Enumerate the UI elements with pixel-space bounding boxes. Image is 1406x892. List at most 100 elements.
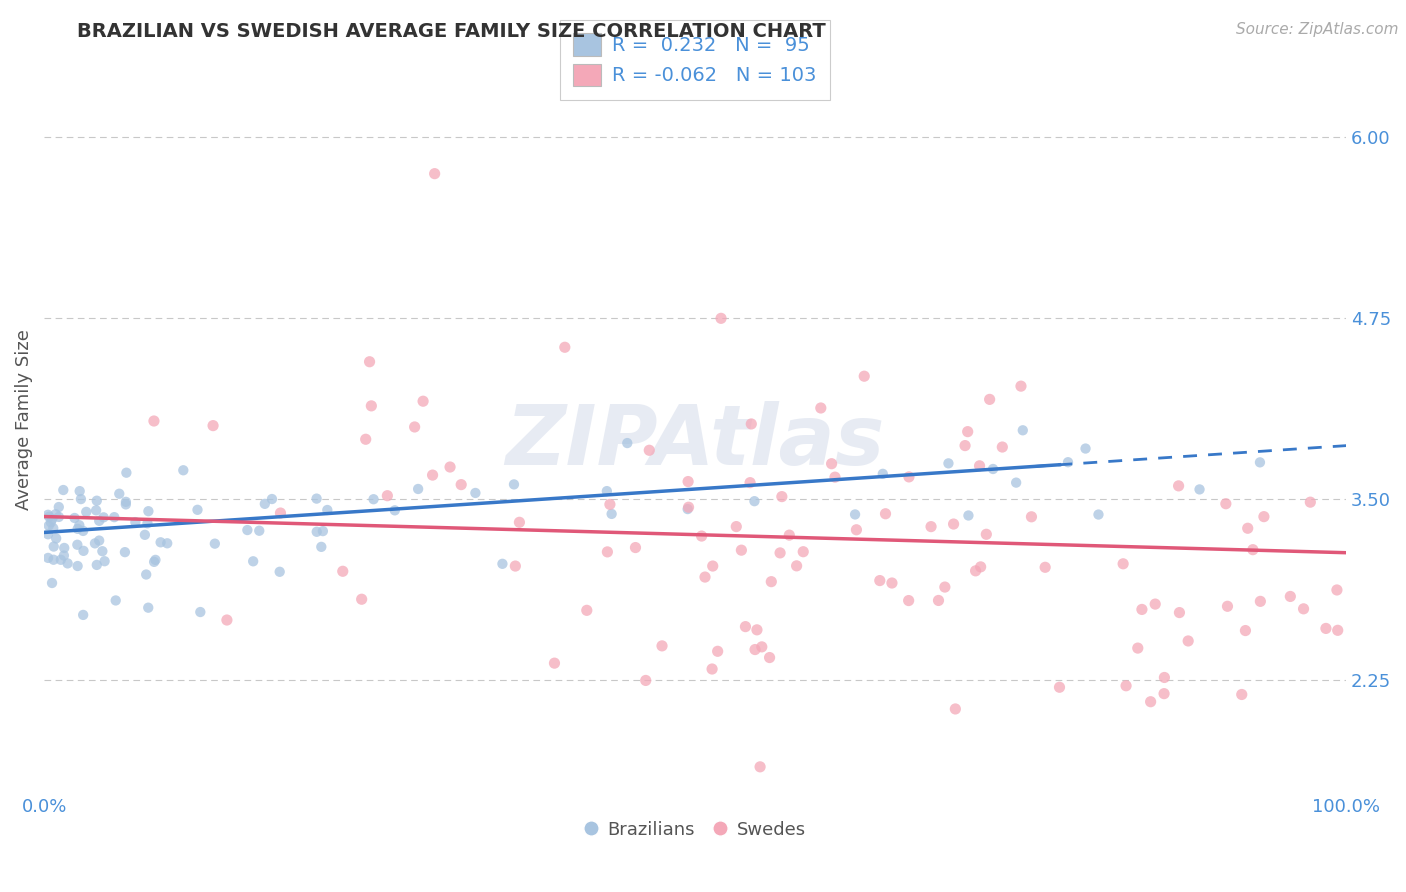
Point	[596, 484, 619, 499]
Point	[1188, 483, 1211, 497]
Point	[406, 482, 429, 496]
Point	[934, 580, 956, 594]
Point	[651, 639, 673, 653]
Point	[72, 607, 94, 622]
Point	[41, 512, 63, 526]
Point	[350, 592, 373, 607]
Point	[422, 468, 444, 483]
Point	[769, 546, 792, 560]
Point	[1279, 590, 1302, 604]
Y-axis label: Average Family Size: Average Family Size	[15, 329, 32, 510]
Point	[853, 369, 876, 384]
Point	[108, 487, 131, 501]
Point	[778, 528, 800, 542]
Point	[1139, 695, 1161, 709]
Point	[103, 510, 125, 524]
Point	[1230, 688, 1253, 702]
Point	[135, 567, 157, 582]
Point	[740, 417, 762, 431]
Point	[439, 460, 461, 475]
Point	[897, 470, 920, 484]
Point	[1049, 680, 1071, 694]
Point	[1112, 557, 1135, 571]
Point	[305, 491, 328, 506]
Point	[156, 536, 179, 550]
Point	[1326, 582, 1348, 597]
Point	[66, 522, 89, 536]
Point	[114, 545, 136, 559]
Point	[491, 557, 513, 571]
Point	[136, 516, 159, 531]
Point	[1153, 670, 1175, 684]
Point	[37, 508, 59, 522]
Point	[45, 532, 67, 546]
Point	[820, 457, 842, 471]
Point	[1057, 455, 1080, 469]
Point	[710, 311, 733, 326]
Point	[1011, 423, 1033, 437]
Point	[1234, 624, 1257, 638]
Point	[236, 523, 259, 537]
Point	[676, 502, 699, 516]
Point	[269, 565, 291, 579]
Point	[93, 554, 115, 568]
Point	[1005, 475, 1028, 490]
Point	[360, 399, 382, 413]
Point	[957, 508, 980, 523]
Point	[1021, 509, 1043, 524]
Point	[875, 507, 897, 521]
Point	[89, 514, 111, 528]
Point	[1249, 455, 1271, 469]
Legend: Brazilians, Swedes: Brazilians, Swedes	[576, 814, 813, 846]
Point	[450, 477, 472, 491]
Point	[505, 559, 527, 574]
Point	[404, 420, 426, 434]
Point	[37, 550, 59, 565]
Point	[792, 545, 814, 559]
Text: Source: ZipAtlas.com: Source: ZipAtlas.com	[1236, 22, 1399, 37]
Point	[981, 462, 1004, 476]
Point	[844, 508, 866, 522]
Point	[86, 493, 108, 508]
Point	[1253, 509, 1275, 524]
Point	[869, 574, 891, 588]
Point	[145, 553, 167, 567]
Point	[749, 760, 772, 774]
Point	[1299, 495, 1322, 509]
Point	[52, 549, 75, 563]
Point	[86, 558, 108, 572]
Point	[738, 475, 761, 490]
Point	[976, 527, 998, 541]
Text: ZIPAtlas: ZIPAtlas	[505, 401, 884, 483]
Point	[48, 500, 70, 514]
Point	[136, 600, 159, 615]
Point	[1241, 542, 1264, 557]
Text: BRAZILIAN VS SWEDISH AVERAGE FAMILY SIZE CORRELATION CHART: BRAZILIAN VS SWEDISH AVERAGE FAMILY SIZE…	[77, 22, 827, 41]
Point	[172, 463, 194, 477]
Point	[204, 536, 226, 550]
Point	[67, 518, 90, 533]
Point	[72, 544, 94, 558]
Point	[142, 414, 165, 428]
Point	[38, 509, 60, 524]
Point	[758, 650, 780, 665]
Point	[1010, 379, 1032, 393]
Point	[384, 503, 406, 517]
Point	[84, 503, 107, 517]
Point	[354, 432, 377, 446]
Point	[66, 559, 89, 574]
Point	[503, 477, 526, 491]
Point	[412, 394, 434, 409]
Point	[872, 467, 894, 481]
Point	[730, 543, 752, 558]
Point	[969, 560, 991, 574]
Point	[554, 340, 576, 354]
Point	[706, 644, 728, 658]
Point	[38, 518, 60, 533]
Point	[744, 642, 766, 657]
Point	[53, 541, 76, 555]
Point	[202, 418, 225, 433]
Point	[616, 436, 638, 450]
Point	[702, 559, 724, 574]
Point	[1216, 599, 1239, 614]
